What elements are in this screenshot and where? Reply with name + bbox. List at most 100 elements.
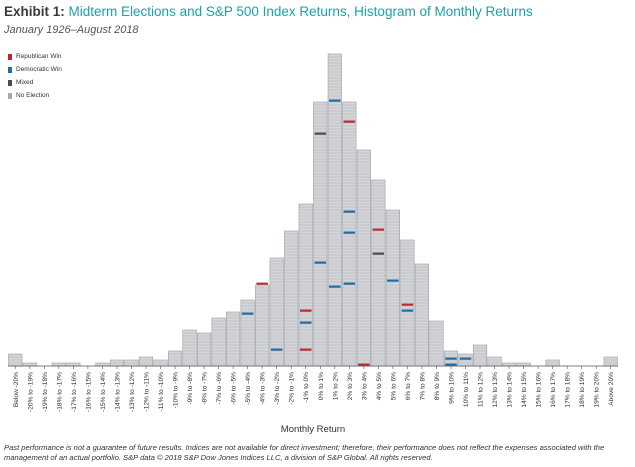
x-tick-label: Above 20% <box>608 372 615 406</box>
x-tick-label: -18% to -17% <box>56 372 63 412</box>
x-tick-label: 3% to 4% <box>361 372 368 400</box>
legend-item-democratic: Democratic Win <box>8 63 62 76</box>
histogram-bar <box>66 362 81 367</box>
legend-label-no-election: No Election <box>16 92 50 99</box>
x-tick-label: -16% to -15% <box>85 372 92 412</box>
histogram-bar <box>109 359 124 367</box>
x-tick-label: -5% to -4% <box>245 372 252 405</box>
histogram-bar-fill <box>487 356 502 367</box>
x-tick-label: 18% to 19% <box>579 372 586 408</box>
legend-swatch-democratic <box>8 66 12 73</box>
histogram-bar <box>487 356 502 367</box>
legend-label-democratic: Democratic Win <box>16 66 62 73</box>
election-marker-democratic-win <box>329 285 341 288</box>
x-tick-label: 9% to 10% <box>448 372 455 404</box>
election-marker-democratic-win <box>401 309 414 312</box>
chart-title-text: Midterm Elections and S&P 500 Index Retu… <box>68 4 533 19</box>
histogram-bar <box>138 356 154 367</box>
x-tick-label: -20% to -19% <box>27 372 34 412</box>
histogram-bar <box>516 362 531 367</box>
election-marker-democratic-win <box>459 357 472 360</box>
election-marker-democratic-win <box>343 210 356 213</box>
histogram-bar <box>284 230 299 367</box>
x-tick-label: 1% to 2% <box>332 372 339 400</box>
chart-subtitle: January 1926–August 2018 <box>4 24 139 36</box>
x-tick-label: -6% to -5% <box>231 372 238 405</box>
x-tick-label: 15% to 16% <box>536 372 543 408</box>
legend-swatch-no-election <box>8 92 12 99</box>
histogram-bar <box>400 239 415 367</box>
histogram-bar-fill <box>22 362 37 367</box>
legend-item-mixed: Mixed <box>8 76 62 89</box>
x-tick-label: -7% to -6% <box>216 372 223 405</box>
chart-title: Exhibit 1: Midterm Elections and S&P 500… <box>4 4 533 19</box>
x-tick-label: 0% to 1% <box>318 372 325 400</box>
x-tick-label: -4% to -3% <box>260 372 267 405</box>
histogram-bar <box>458 353 473 367</box>
histogram-bar <box>472 344 488 367</box>
histogram-bar-fill <box>284 230 299 367</box>
histogram-bar <box>95 362 110 367</box>
histogram-bar <box>356 149 371 367</box>
election-marker-democratic-win <box>445 357 457 360</box>
legend-swatch-republican <box>8 53 12 60</box>
histogram-bar <box>51 362 66 367</box>
x-tick-label: 14% to 15% <box>521 372 528 408</box>
x-tick-label: -14% to -13% <box>114 372 121 412</box>
election-marker-democratic-win <box>445 363 457 366</box>
election-marker-republican-win <box>343 120 356 123</box>
histogram-bar <box>211 317 226 367</box>
chart-legend: Republican Win Democratic Win Mixed No E… <box>8 50 62 102</box>
election-marker-democratic-win <box>343 231 356 234</box>
x-tick-label: -15% to -14% <box>100 372 107 412</box>
election-marker-democratic-win <box>299 321 312 324</box>
histogram-bar-fill <box>603 356 618 367</box>
x-tick-label: -8% to -7% <box>202 372 209 405</box>
x-tick-label: 17% to 18% <box>565 372 572 408</box>
histogram-bar <box>153 359 168 367</box>
exhibit-label: Exhibit 1: <box>4 4 65 19</box>
histogram-bar-fill <box>197 332 212 367</box>
histogram-bar <box>298 203 313 367</box>
x-tick-label: -11% to -10% <box>158 372 165 412</box>
x-tick-label: 4% to 5% <box>376 372 383 400</box>
footnote: Past performance is not a guarantee of f… <box>4 443 605 463</box>
x-tick-label: 8% to 9% <box>434 372 441 400</box>
histogram-bar <box>313 101 328 367</box>
histogram-bar <box>342 101 357 367</box>
histogram-bar-fill <box>167 350 183 367</box>
election-marker-democratic-win <box>329 99 341 102</box>
election-marker-mixed <box>314 132 327 135</box>
x-tick-label: 10% to 11% <box>463 372 470 407</box>
histogram-bar-fill <box>429 320 444 367</box>
histogram-bar <box>197 332 212 367</box>
x-tick-label: -3% to -2% <box>274 372 281 405</box>
histogram-bar <box>269 257 284 367</box>
histogram-bar-fill <box>51 362 66 367</box>
histogram-chart: Below -20% -20% to -19% -19% to -18% -18% t… <box>8 53 618 435</box>
election-marker-democratic-win <box>343 282 356 285</box>
histogram-bar-fill <box>95 362 110 367</box>
x-tick-label: Below -20% <box>13 372 20 407</box>
x-tick-label: 19% to 20% <box>594 372 601 408</box>
histogram-bar <box>502 362 517 367</box>
histogram-bar <box>182 329 197 367</box>
histogram-bar-fill <box>138 356 154 367</box>
x-tick-label: -17% to -16% <box>71 372 78 412</box>
legend-item-republican: Republican Win <box>8 50 62 63</box>
histogram-bar <box>226 311 241 367</box>
x-tick-label: 11% to 12% <box>478 372 485 407</box>
x-tick-label: 7% to 8% <box>419 372 426 400</box>
x-tick-label: 6% to 7% <box>405 372 412 400</box>
x-tick-label: 13% to 14% <box>507 372 514 408</box>
histogram-bar-fill <box>516 362 531 367</box>
election-marker-republican-win <box>401 303 414 306</box>
legend-label-mixed: Mixed <box>16 79 34 86</box>
election-marker-democratic-win <box>387 279 399 282</box>
legend-item-no-election: No Election <box>8 89 62 102</box>
legend-label-republican: Republican Win <box>16 53 62 60</box>
histogram-bar <box>22 362 37 367</box>
election-marker-democratic-win <box>314 261 327 264</box>
x-tick-label: -13% to -12% <box>129 372 136 412</box>
histogram-bar <box>255 284 270 367</box>
